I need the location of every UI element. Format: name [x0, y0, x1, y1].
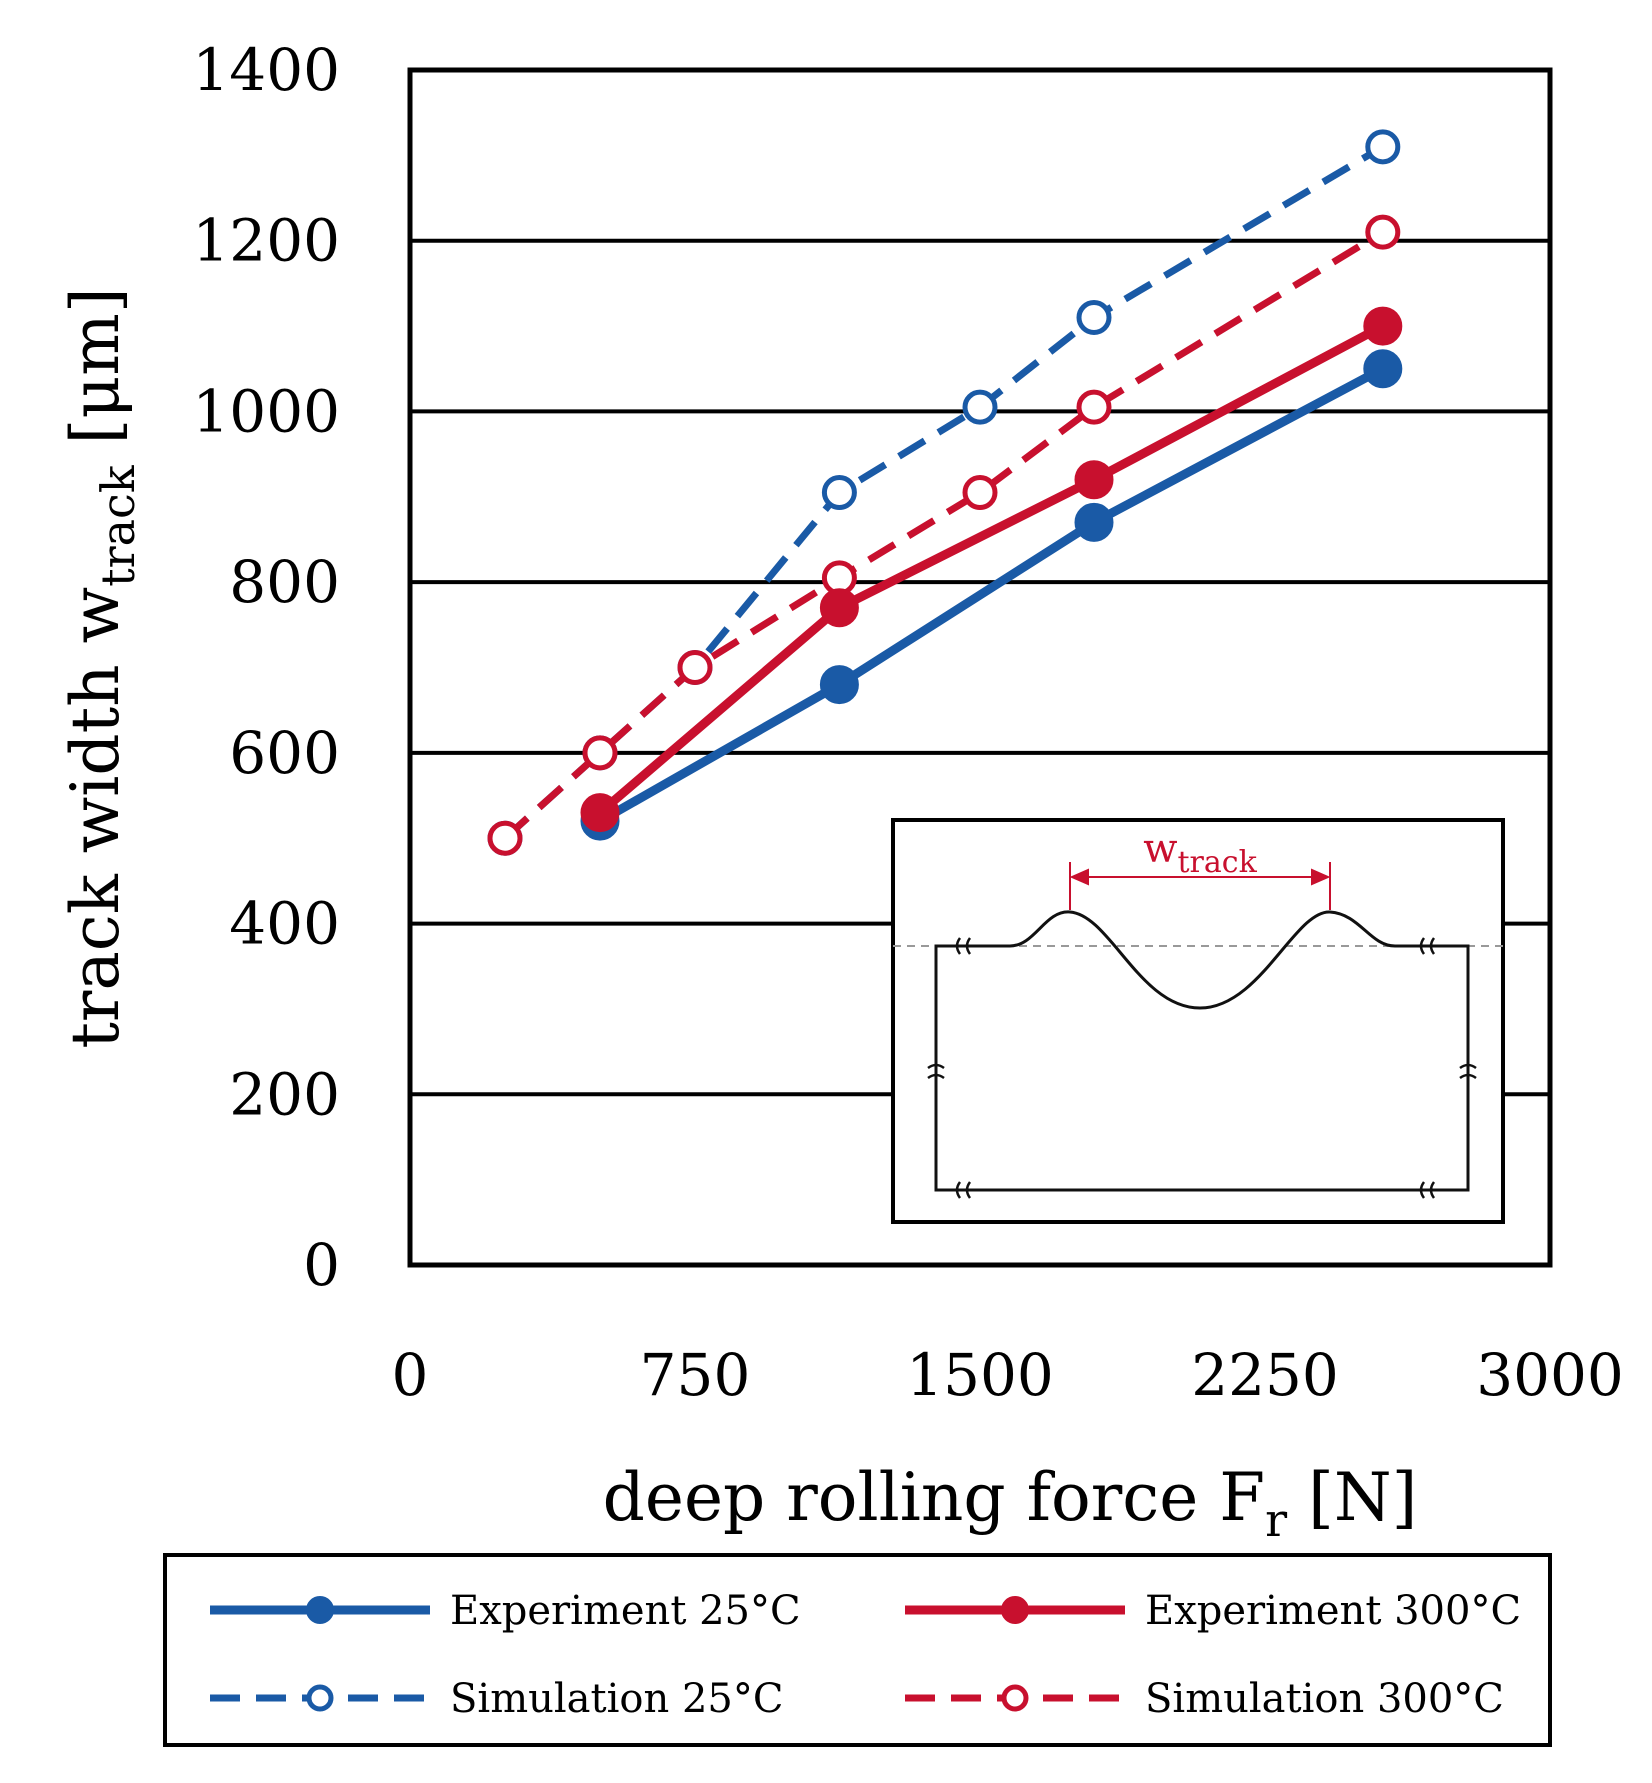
specimen-outline: [934, 944, 1470, 1192]
data-point-experiment-25-c-2: [1074, 502, 1114, 542]
inset-width-label: wtrack: [1143, 826, 1257, 880]
legend-label: Experiment 300°C: [1145, 1588, 1521, 1634]
y-tick-label-1200: 1200: [192, 207, 340, 275]
series-line-simulation-300-c: [502, 229, 1385, 841]
data-point-simulation-300-c-2: [677, 650, 713, 685]
x-tick-label-750: 750: [640, 1341, 751, 1409]
x-tick-label-1500: 1500: [906, 1341, 1054, 1409]
legend-swatch-marker: [1001, 1596, 1029, 1624]
x-tick-label-3000: 3000: [1476, 1341, 1624, 1409]
data-point-simulation-25-c-6: [1365, 129, 1401, 165]
legend-label: Simulation 25°C: [450, 1676, 783, 1722]
legend-label: Simulation 300°C: [1145, 1676, 1504, 1722]
legend-item-experiment-25-c: Experiment 25°C: [210, 1588, 801, 1634]
data-point-experiment-300-c-2: [1074, 460, 1114, 500]
y-tick-label-1400: 1400: [192, 36, 340, 104]
legend-item-simulation-25-c: Simulation 25°C: [210, 1676, 783, 1722]
series-line-experiment-25-c: [597, 364, 1385, 826]
data-point-simulation-300-c-5: [1076, 389, 1112, 425]
y-tick-label-400: 400: [229, 890, 340, 958]
inset-frame: [891, 818, 1505, 1224]
y-axis-title: track width wtrack [μm]: [57, 287, 145, 1048]
data-point-experiment-300-c-1: [819, 588, 859, 628]
data-point-experiment-25-c-3: [1363, 349, 1403, 389]
series-line-simulation-25-c: [502, 143, 1385, 841]
legend-label: Experiment 25°C: [450, 1588, 801, 1634]
x-tick-label-0: 0: [392, 1341, 429, 1409]
width-dimension: [1069, 862, 1331, 910]
data-point-simulation-300-c-6: [1365, 214, 1401, 250]
y-tick-label-200: 200: [229, 1060, 340, 1128]
legend-frame: [163, 1553, 1552, 1747]
legend: Experiment 25°C Experiment 300°C Simulatio…: [163, 1553, 1552, 1747]
data-point-simulation-300-c-1: [582, 735, 618, 771]
data-point-simulation-300-c-0: [487, 820, 523, 856]
legend-swatch-marker: [306, 1596, 334, 1624]
y-tick-labels: 0 200 400 600 800 1000 1200 1400: [192, 36, 340, 1299]
x-tick-label-2250: 2250: [1191, 1341, 1339, 1409]
y-tick-label-1000: 1000: [192, 377, 340, 445]
series-experiment-25-c: [580, 349, 1403, 841]
break-marks: [927, 937, 1477, 1199]
x-axis-title: deep rolling force Fr [N]: [603, 1459, 1418, 1547]
series-line-experiment-300-c: [597, 322, 1385, 817]
x-tick-labels: 0 750 1500 2250 3000: [392, 1341, 1624, 1409]
data-point-simulation-25-c-3: [821, 475, 857, 511]
series-simulation-300-c: [487, 214, 1401, 856]
legend-swatch-marker: [1001, 1684, 1029, 1712]
series-layer: [487, 129, 1403, 856]
data-point-simulation-300-c-4: [962, 475, 998, 511]
data-point-experiment-25-c-1: [819, 665, 859, 705]
inset-diagram: wtrack: [891, 818, 1505, 1224]
y-tick-label-800: 800: [229, 548, 340, 616]
y-tick-label-600: 600: [229, 719, 340, 787]
data-point-simulation-25-c-5: [1076, 300, 1112, 336]
legend-item-simulation-300-c: Simulation 300°C: [905, 1676, 1504, 1722]
track-profile-curve: [1009, 910, 1396, 1010]
y-tick-label-0: 0: [303, 1231, 340, 1299]
data-point-simulation-25-c-4: [962, 389, 998, 425]
data-point-experiment-300-c-3: [1363, 306, 1403, 346]
legend-swatch-marker: [306, 1684, 334, 1712]
legend-item-experiment-300-c: Experiment 300°C: [905, 1588, 1521, 1634]
data-point-experiment-300-c-0: [580, 793, 620, 833]
plot-area: [407, 67, 1553, 1268]
series-experiment-300-c: [580, 306, 1403, 833]
